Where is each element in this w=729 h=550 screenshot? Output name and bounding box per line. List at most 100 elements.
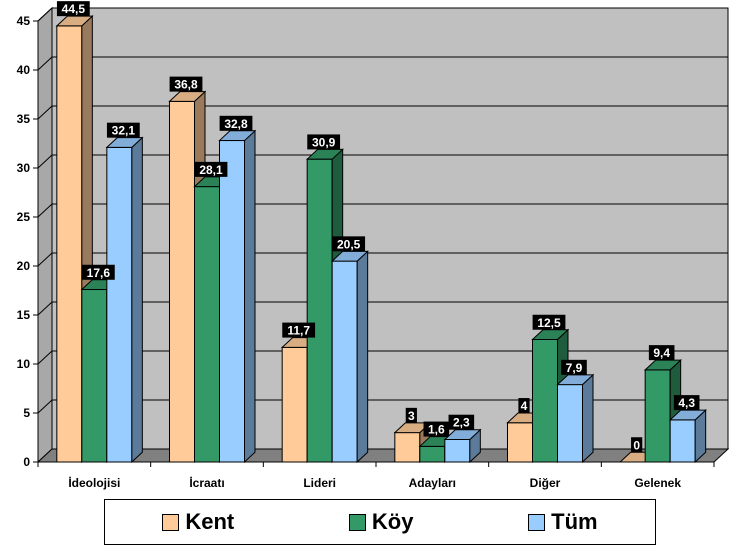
data-label: 11,7 [282, 322, 316, 338]
data-label-bg [219, 115, 253, 131]
bar-side [131, 136, 143, 464]
bar-front [394, 432, 421, 463]
data-label-bg [282, 322, 316, 338]
bar-tm-2 [330, 250, 369, 464]
data-label: 32,8 [219, 115, 253, 131]
gridlines [37, 7, 728, 414]
legend-swatch-tum [528, 513, 546, 531]
bar-front [219, 140, 245, 463]
gridline-side [37, 154, 53, 169]
data-label-text: 20,5 [337, 237, 361, 251]
data-label-bg [532, 314, 566, 330]
data-label: 4,3 [673, 395, 700, 411]
y-tick-label: 20 [17, 259, 31, 273]
y-tick-label: 30 [17, 161, 31, 175]
bar-front [507, 422, 533, 463]
data-label: 36,8 [169, 76, 203, 92]
data-label: 2,3 [448, 414, 475, 430]
bar-tm-3 [443, 428, 482, 464]
category-label: Gelenek [634, 476, 681, 490]
legend: Kent Köy Tüm [104, 499, 656, 545]
data-label-text: 12,5 [537, 316, 561, 330]
gridline-side [37, 56, 53, 71]
bar-top [531, 329, 570, 340]
data-label: 7,9 [561, 359, 587, 375]
data-label-text: 11,7 [287, 324, 310, 338]
data-label-bg [56, 1, 90, 17]
legend-label-kent: Kent [185, 509, 235, 534]
bar-top [443, 429, 482, 440]
category-label: Diğer [530, 476, 561, 490]
gridline-side [37, 252, 53, 267]
x-axis-categories: İdeolojisi İcraatı Lideri Adayları Diğer Gele… [37, 462, 715, 490]
data-label: 12,5 [532, 314, 566, 330]
bar-front [669, 419, 696, 463]
y-tick-label: 45 [17, 14, 31, 28]
data-label: 4 [518, 398, 530, 414]
data-label-text: 28,1 [199, 163, 223, 177]
data-label-bg [673, 395, 700, 411]
bar-top [305, 148, 344, 160]
bar-front [444, 438, 471, 463]
data-label-text: 4,3 [678, 396, 695, 410]
bar-top [556, 374, 595, 386]
data-label: 30,9 [307, 134, 341, 150]
data-label-text: 1,6 [428, 423, 445, 437]
data-label-bg [561, 359, 587, 375]
bar-side [244, 129, 256, 464]
data-label-bg [106, 122, 140, 138]
legend-item-tum: Tüm [528, 509, 598, 535]
data-label-bg [518, 398, 530, 414]
bar-front [106, 146, 133, 463]
bar-front [532, 339, 558, 463]
data-label-bg [169, 76, 203, 92]
data-label-bg [648, 345, 675, 361]
y-tick-label: 0 [23, 455, 30, 469]
category-label: İcraatı [189, 475, 224, 490]
data-label-text: 9,4 [653, 346, 670, 360]
data-label: 9,4 [648, 345, 675, 361]
data-label-bg [194, 161, 228, 177]
data-label-bg [332, 236, 366, 252]
legend-label-koy: Köy [371, 509, 414, 534]
bar-top [55, 15, 94, 27]
legend-item-kent: Kent [162, 509, 234, 535]
data-label-text: 4 [521, 399, 528, 413]
bar-front [419, 445, 446, 463]
gridline-side [37, 399, 53, 414]
category-label: İdeolojisi [68, 475, 120, 490]
legend-swatch-koy [348, 513, 366, 531]
data-label: 32,1 [106, 122, 140, 138]
data-label: 44,5 [56, 1, 90, 17]
bar-front [331, 260, 358, 463]
data-label-text: 32,8 [224, 117, 248, 131]
bar-front [81, 289, 108, 463]
bar-front [194, 186, 220, 463]
legend-item-koy: Köy [348, 509, 414, 535]
data-label-bg [448, 414, 475, 430]
data-label: 17,6 [81, 264, 115, 280]
data-label: 0 [631, 437, 643, 453]
category-label: Lideri [303, 476, 336, 490]
data-label: 3 [405, 407, 417, 423]
gridline-side [37, 301, 53, 316]
bar-side [356, 250, 369, 464]
data-label-text: 7,9 [566, 361, 583, 375]
data-label-bg [81, 264, 115, 280]
bar-tm-0 [105, 136, 144, 464]
gridline-side [37, 350, 53, 365]
data-label: 28,1 [194, 161, 228, 177]
bar-front [169, 100, 195, 463]
bar-tm-5 [668, 408, 707, 464]
bar-top [218, 130, 257, 142]
bar-top [668, 409, 707, 421]
side-wall [37, 6, 53, 464]
data-label-bg [307, 134, 341, 150]
legend-label-tum: Tüm [551, 509, 598, 534]
back-wall [51, 7, 729, 450]
data-label: 1,6 [423, 421, 450, 437]
gridline-side [37, 105, 53, 120]
bar-front [557, 384, 583, 463]
bar-tm-1 [218, 129, 257, 464]
